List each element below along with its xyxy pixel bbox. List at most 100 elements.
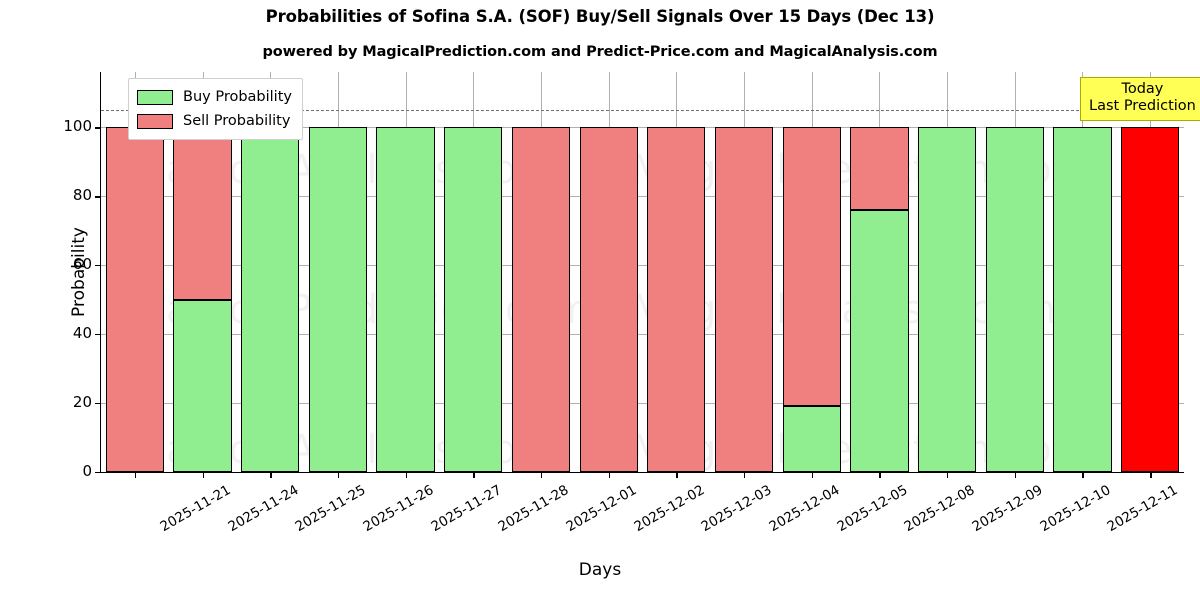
y-tick-label: 80 <box>72 186 92 205</box>
y-tick-mark <box>95 127 101 129</box>
x-tick-mark <box>1014 472 1017 478</box>
bar-stack[interactable] <box>985 72 1044 472</box>
y-tick-label: 0 <box>82 462 92 480</box>
x-tick-label: 2025-11-27 <box>428 482 505 536</box>
x-tick-mark <box>744 472 746 478</box>
today-annotation-line2: Last Prediction <box>1089 98 1196 115</box>
gridline-horizontal <box>101 265 1184 267</box>
y-tick-label: 100 <box>63 117 92 136</box>
x-tick-mark <box>337 472 340 478</box>
y-tick-label: 20 <box>72 393 92 412</box>
bar-segment-sell[interactable] <box>579 127 638 472</box>
x-tick-mark <box>879 472 881 478</box>
x-tick-label: 2025-12-09 <box>969 482 1046 536</box>
bar-segment-sell[interactable] <box>511 127 571 472</box>
gridline-horizontal <box>101 403 1184 405</box>
x-tick-mark <box>540 472 543 478</box>
bar-stack[interactable] <box>173 72 232 472</box>
bar-stack[interactable] <box>511 72 571 472</box>
x-tick-label: 2025-12-02 <box>631 482 708 536</box>
reference-dashed-line <box>101 109 1184 111</box>
legend-item-buy: Buy Probability <box>137 85 292 109</box>
bar-segment-sell[interactable] <box>782 127 841 407</box>
bar-segment-today[interactable] <box>1121 127 1180 472</box>
chart-subtitle: powered by MagicalPrediction.com and Pre… <box>262 44 938 60</box>
bar-stack[interactable] <box>579 72 638 472</box>
x-tick-label: 2025-12-10 <box>1037 482 1114 536</box>
bar-segment-buy[interactable] <box>173 299 232 472</box>
bar-stack[interactable] <box>105 72 164 472</box>
x-tick-mark <box>947 472 949 478</box>
today-annotation: Today Last Prediction <box>1080 77 1200 122</box>
chart-title: Probabilities of Sofina S.A. (SOF) Buy/S… <box>265 7 935 26</box>
x-tick-label: 2025-12-03 <box>698 482 775 536</box>
bar-stack[interactable] <box>308 72 367 472</box>
x-tick-label: 2025-11-21 <box>157 482 234 536</box>
bar-stack[interactable] <box>850 72 909 472</box>
x-tick-mark <box>676 472 678 478</box>
x-tick-label: 2025-11-26 <box>360 482 437 536</box>
bar-segment-sell[interactable] <box>173 127 232 300</box>
x-tick-mark <box>202 472 204 478</box>
chart-legend: Buy Probability Sell Probability <box>128 78 303 140</box>
x-tick-mark <box>405 472 407 478</box>
x-tick-mark <box>1150 472 1152 478</box>
bar-segment-buy[interactable] <box>985 127 1044 472</box>
y-tick-label: 40 <box>72 324 92 343</box>
x-tick-mark <box>811 472 814 478</box>
bar-segment-sell[interactable] <box>850 127 909 210</box>
bar-stack[interactable] <box>1053 72 1112 472</box>
x-tick-mark <box>1082 472 1084 478</box>
y-tick-label: 60 <box>72 255 92 274</box>
x-tick-mark <box>270 472 272 478</box>
bar-stack[interactable] <box>714 72 774 472</box>
x-tick-label: 2025-11-28 <box>495 482 572 536</box>
y-tick-mark <box>95 265 101 267</box>
legend-item-sell: Sell Probability <box>137 109 292 133</box>
y-tick-mark <box>95 472 101 474</box>
legend-label-buy: Buy Probability <box>183 89 292 105</box>
bar-segment-buy[interactable] <box>850 209 909 472</box>
bar-today[interactable] <box>1121 72 1180 472</box>
plot-area: MagicalAnalysis.comMagicalPrediction.com… <box>63 72 1200 535</box>
y-tick-mark <box>95 196 101 198</box>
gridline-horizontal <box>101 127 1184 129</box>
bar-segment-buy[interactable] <box>308 127 367 472</box>
legend-swatch-buy <box>137 89 173 105</box>
today-annotation-line1: Today <box>1121 81 1164 97</box>
y-axis-label: Probability <box>69 227 89 317</box>
bar-segment-buy[interactable] <box>241 127 300 472</box>
bar-stack[interactable] <box>917 72 977 472</box>
bar-segment-sell[interactable] <box>105 127 164 472</box>
x-axis-label: Days <box>578 560 622 580</box>
x-tick-label: 2025-12-05 <box>834 482 911 536</box>
bar-segment-buy[interactable] <box>376 127 435 472</box>
bar-segment-buy[interactable] <box>917 127 977 472</box>
legend-swatch-sell <box>137 113 173 129</box>
bar-segment-sell[interactable] <box>714 127 774 472</box>
gridline-horizontal <box>101 196 1184 198</box>
x-tick-mark <box>134 472 137 478</box>
x-tick-label: 2025-12-11 <box>1104 482 1181 536</box>
gridline-horizontal <box>101 334 1184 336</box>
bar-segment-buy[interactable] <box>782 406 841 472</box>
legend-label-sell: Sell Probability <box>183 113 291 129</box>
bar-stack[interactable] <box>241 72 300 472</box>
x-tick-label: 2025-12-08 <box>901 482 978 536</box>
x-tick-label: 2025-11-24 <box>225 482 301 536</box>
x-tick-label: 2025-11-25 <box>292 482 369 536</box>
x-tick-label: 2025-12-04 <box>766 482 843 536</box>
x-tick-mark <box>473 472 475 478</box>
bar-stack[interactable] <box>444 72 503 472</box>
bar-segment-buy[interactable] <box>1053 127 1112 472</box>
x-tick-label: 2025-12-01 <box>563 482 640 536</box>
bar-stack[interactable] <box>647 72 706 472</box>
x-tick-mark <box>608 472 611 478</box>
bar-segment-sell[interactable] <box>647 127 706 472</box>
y-tick-mark <box>95 403 101 405</box>
bar-segment-buy[interactable] <box>444 127 503 472</box>
bar-stack[interactable] <box>782 72 841 472</box>
y-tick-mark <box>95 334 101 336</box>
bar-stack[interactable] <box>376 72 435 472</box>
